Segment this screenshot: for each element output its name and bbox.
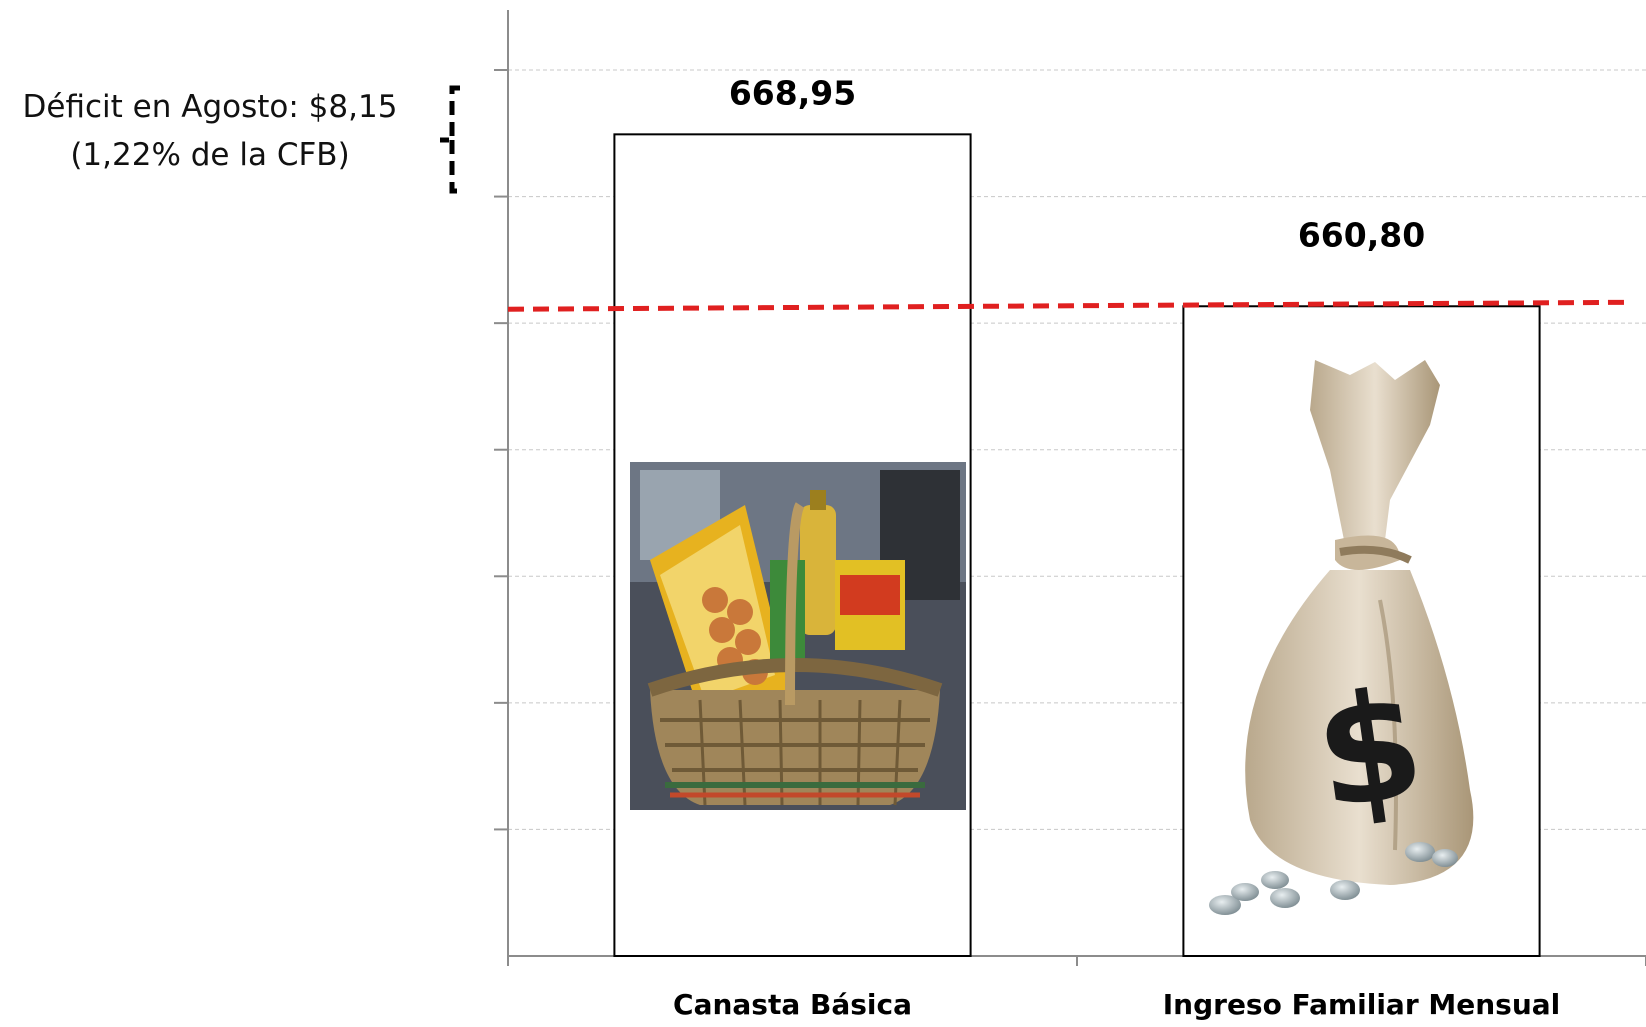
data-labels: 668,95 660,80 (729, 73, 1425, 254)
food-basket-image (630, 462, 966, 810)
deficit-bracket (440, 85, 460, 194)
reference-line (507, 299, 1633, 312)
category-label: Canasta Básica (673, 988, 912, 1021)
deficit-annotation: Déficit en Agosto: $8,15 (1,22% de la CF… (0, 83, 420, 179)
category-label: Ingreso Familiar Mensual (1163, 988, 1561, 1021)
deficit-annotation-line2: (1,22% de la CFB) (70, 137, 350, 173)
deficit-reference-line (507, 299, 1633, 312)
category-labels: Canasta Básica Ingreso Familiar Mensual (673, 988, 1560, 1021)
money-bag-image: $ (1209, 360, 1474, 915)
data-label: 660,80 (1298, 215, 1425, 254)
svg-text:$: $ (1306, 657, 1434, 844)
data-label: 668,95 (729, 73, 856, 112)
deficit-annotation-line1: Déficit en Agosto: $8,15 (22, 89, 398, 125)
